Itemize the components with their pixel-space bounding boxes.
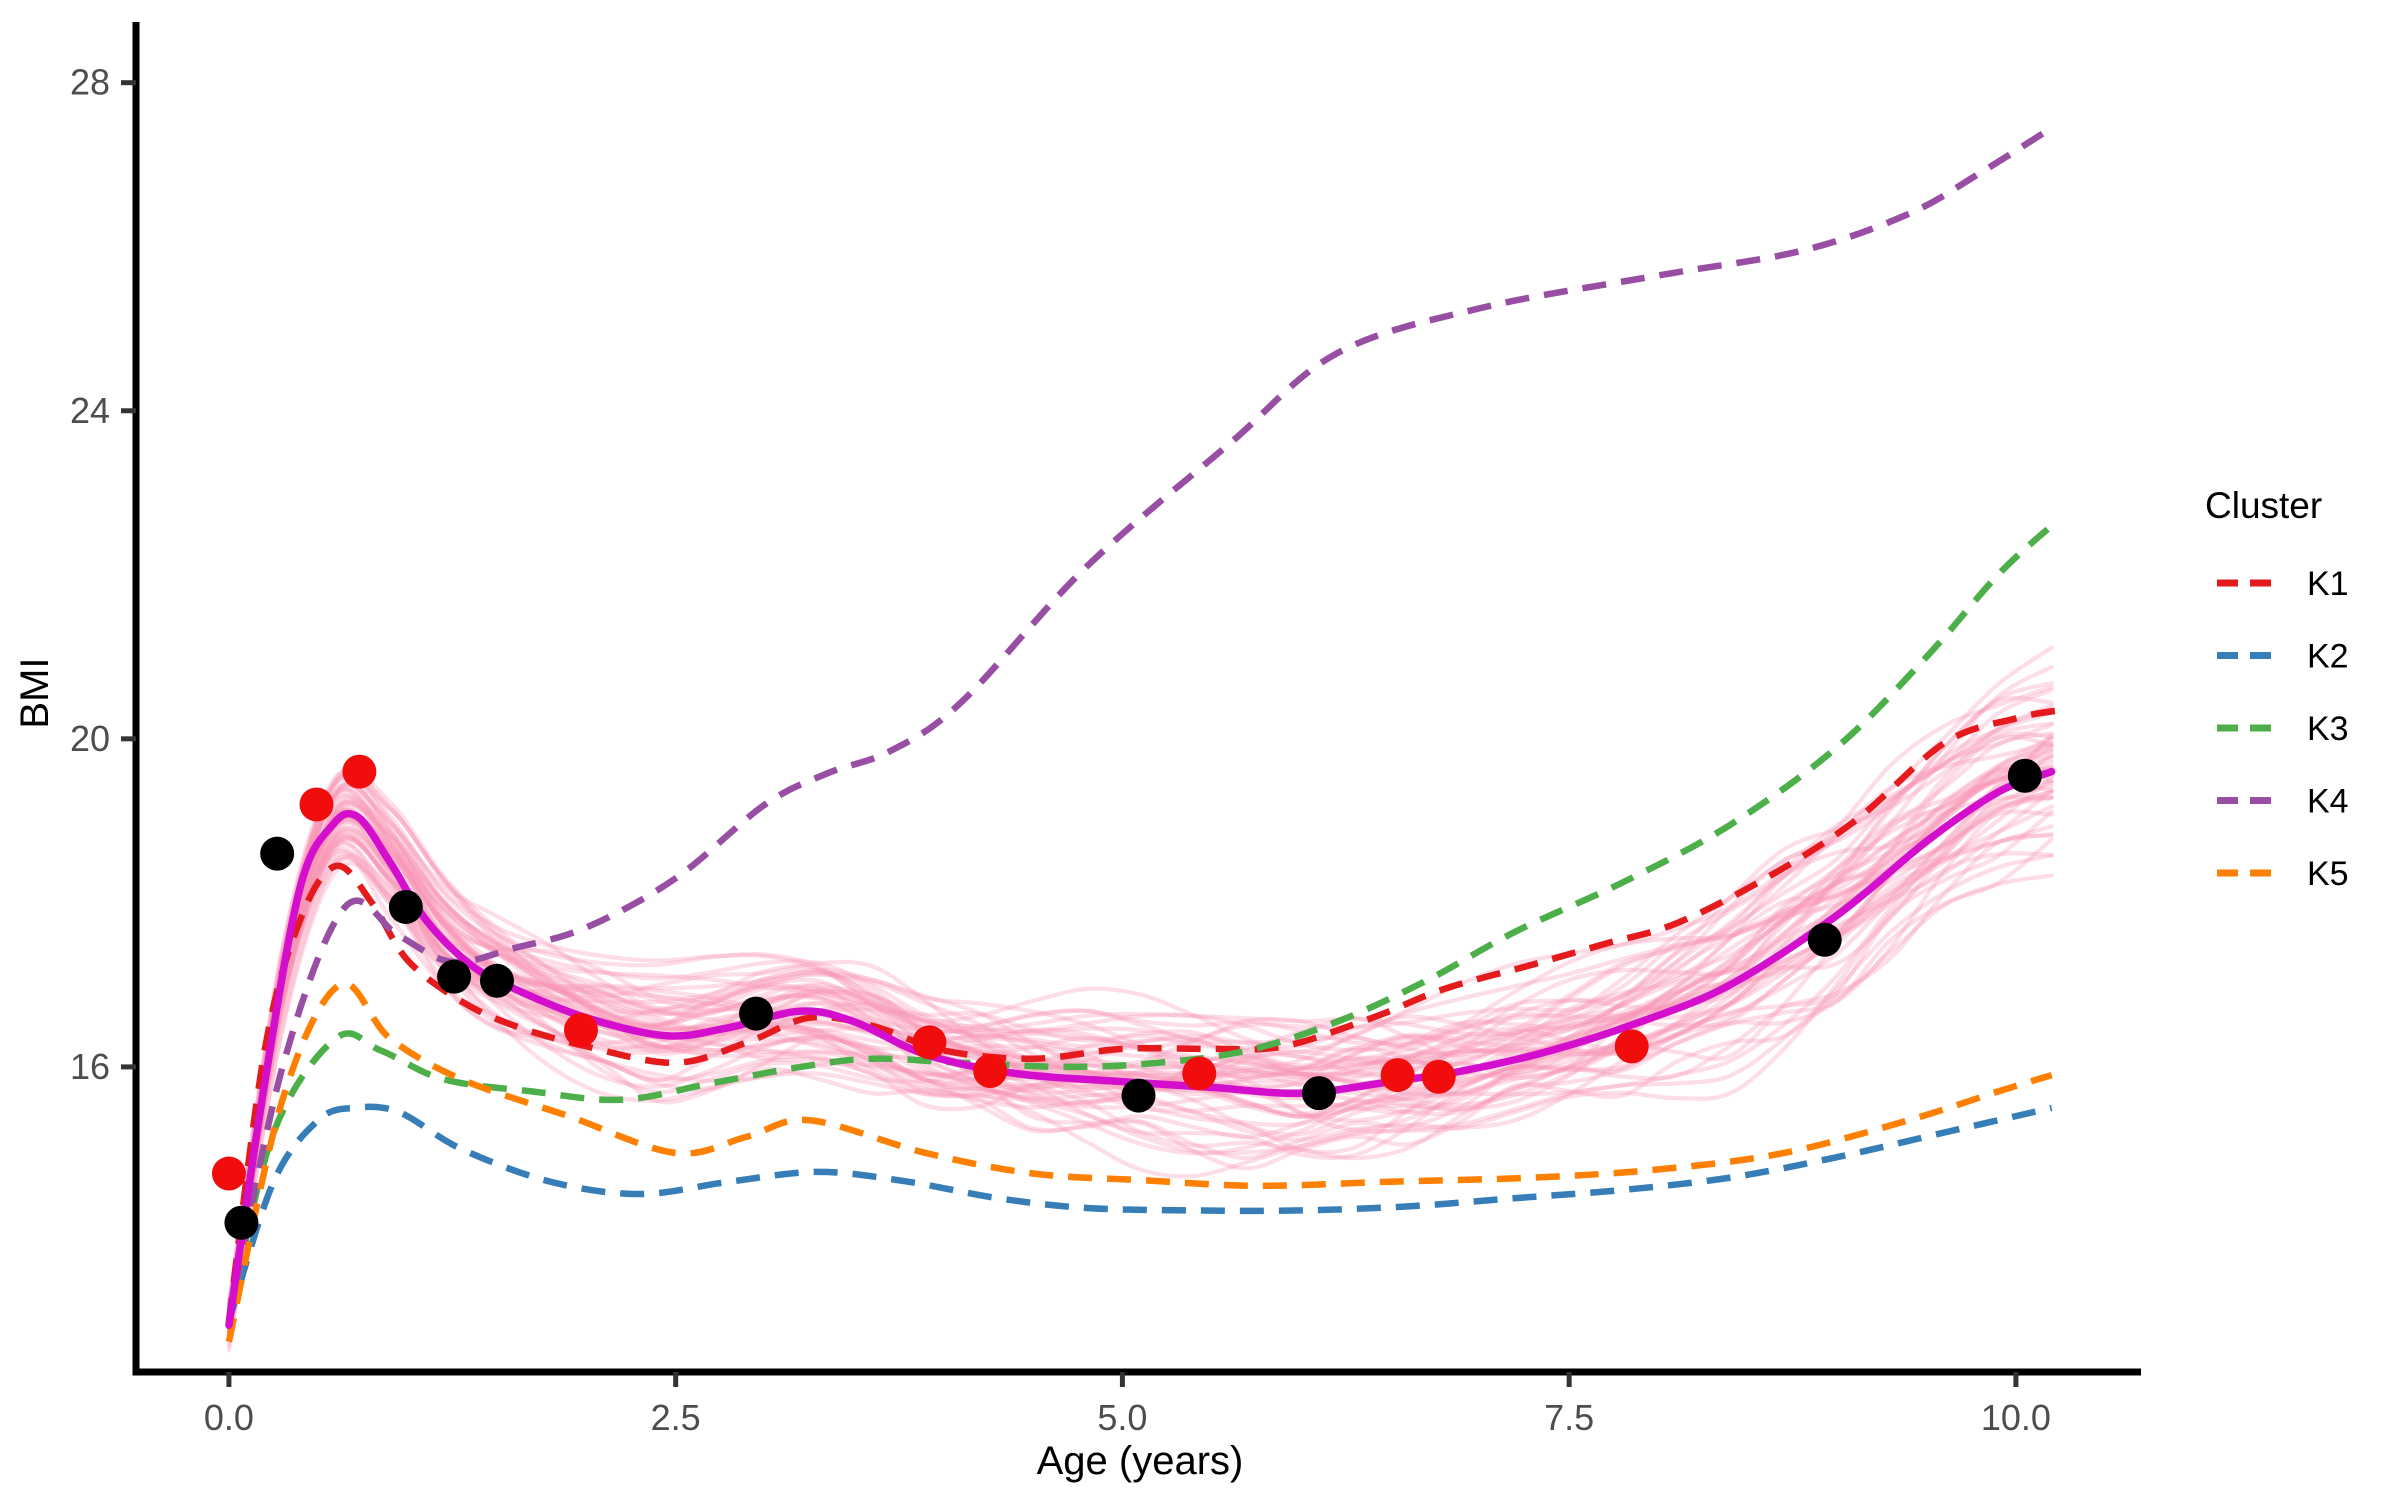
y-tick-label: 24	[70, 390, 110, 431]
observed-points-black	[2007, 758, 2042, 793]
observed-points-red	[563, 1012, 598, 1047]
cluster-line-K3	[225, 523, 2054, 1322]
legend-items-layer: K1 K2 K3 K4 K5	[2217, 565, 2349, 893]
observed-points-red	[1380, 1058, 1415, 1093]
individual-trajectory-line	[226, 754, 2054, 1323]
individual-trajectory-line	[226, 722, 2054, 1321]
individual-trajectory-line	[226, 721, 2054, 1314]
observed-points-black	[224, 1205, 259, 1240]
cluster-line-K2	[225, 1103, 2053, 1323]
x-tick-label: 2.5	[651, 1397, 701, 1438]
observed-points-black	[479, 963, 514, 998]
observed-points-red	[211, 1156, 246, 1191]
legend-item-K3: K3	[2217, 710, 2349, 748]
individual-trajectory-line	[226, 710, 2054, 1322]
observed-points-red	[1614, 1029, 1649, 1064]
individual-trajectory-line	[226, 735, 2054, 1334]
individual-trajectory-line	[226, 664, 2054, 1317]
individual-trajectory-line	[226, 740, 2054, 1314]
individual-trajectory-line	[226, 759, 2054, 1327]
legend-label-K1: K1	[2307, 565, 2349, 603]
individual-trajectory-line	[226, 744, 2054, 1327]
individual-trajectory-line	[226, 748, 2054, 1326]
legend-label-K3: K3	[2307, 710, 2349, 748]
individual-trajectory-line	[226, 741, 2054, 1306]
observed-points-red	[1421, 1059, 1456, 1094]
y-tick-label: 28	[70, 62, 110, 103]
observed-points-black	[260, 836, 295, 871]
data-points-layer	[211, 754, 2042, 1240]
individual-trajectory-line	[226, 809, 2054, 1339]
individual-trajectory-line	[226, 763, 2054, 1317]
cluster-line-K5	[225, 980, 2053, 1343]
legend-label-K2: K2	[2307, 638, 2349, 676]
individual-trajectory-line	[226, 687, 2054, 1319]
legend-item-K5: K5	[2217, 855, 2349, 893]
observed-points-red	[342, 754, 377, 789]
x-tick-label: 10.0	[1981, 1397, 2051, 1438]
individual-trajectory-line	[226, 680, 2054, 1306]
cluster-lines-layer	[225, 125, 2062, 1343]
observed-points-red	[973, 1053, 1008, 1088]
legend-item-K2: K2	[2217, 638, 2349, 676]
y-tick-label: 16	[70, 1046, 110, 1087]
axes-layer: 16 20 24 28 0.0 2.5 5.0 7.5 10.0	[70, 22, 2141, 1438]
individual-trajectory-line	[226, 695, 2054, 1321]
x-axis-title: Age (years)	[1037, 1439, 1244, 1483]
observed-points-red	[299, 787, 334, 822]
individual-trajectory-line	[226, 744, 2054, 1326]
observed-points-black	[1807, 922, 1842, 957]
legend-title: Cluster	[2205, 485, 2322, 526]
individual-trajectory-line	[226, 731, 2054, 1331]
y-tick-label: 20	[70, 718, 110, 759]
legend-label-K4: K4	[2307, 783, 2349, 821]
observed-points-black	[437, 959, 472, 994]
individual-trajectory-line	[226, 736, 2054, 1335]
observed-points-black	[739, 996, 774, 1031]
cluster-line-K4	[225, 125, 2054, 1322]
individual-trajectory-line	[226, 804, 2054, 1322]
observed-points-black	[1301, 1076, 1336, 1111]
observed-points-red	[912, 1025, 947, 1060]
individual-trajectory-line	[226, 732, 2054, 1335]
individual-trajectories-layer	[226, 645, 2054, 1353]
mean-line-layer	[225, 767, 2056, 1329]
observed-points-black	[1121, 1078, 1156, 1113]
x-tick-label: 5.0	[1097, 1397, 1147, 1438]
observed-points-red	[1182, 1056, 1217, 1091]
x-tick-label: 0.0	[204, 1397, 254, 1438]
individual-trajectory-line	[226, 754, 2054, 1330]
mean-trajectory-line	[225, 767, 2056, 1329]
individual-trajectory-line	[226, 794, 2054, 1332]
legend-item-K4: K4	[2217, 783, 2349, 821]
observed-points-black	[388, 889, 423, 924]
y-axis-title: BMI	[13, 657, 57, 728]
individual-trajectory-line	[226, 684, 2054, 1312]
individual-trajectory-line	[226, 645, 2054, 1308]
individual-trajectory-line	[226, 778, 2054, 1323]
x-tick-label: 7.5	[1544, 1397, 1594, 1438]
legend-item-K1: K1	[2217, 565, 2349, 603]
individual-trajectory-line	[226, 774, 2054, 1323]
legend-label-K5: K5	[2307, 855, 2349, 893]
individual-trajectory-line	[226, 783, 2054, 1337]
individual-trajectory-line	[226, 706, 2054, 1314]
